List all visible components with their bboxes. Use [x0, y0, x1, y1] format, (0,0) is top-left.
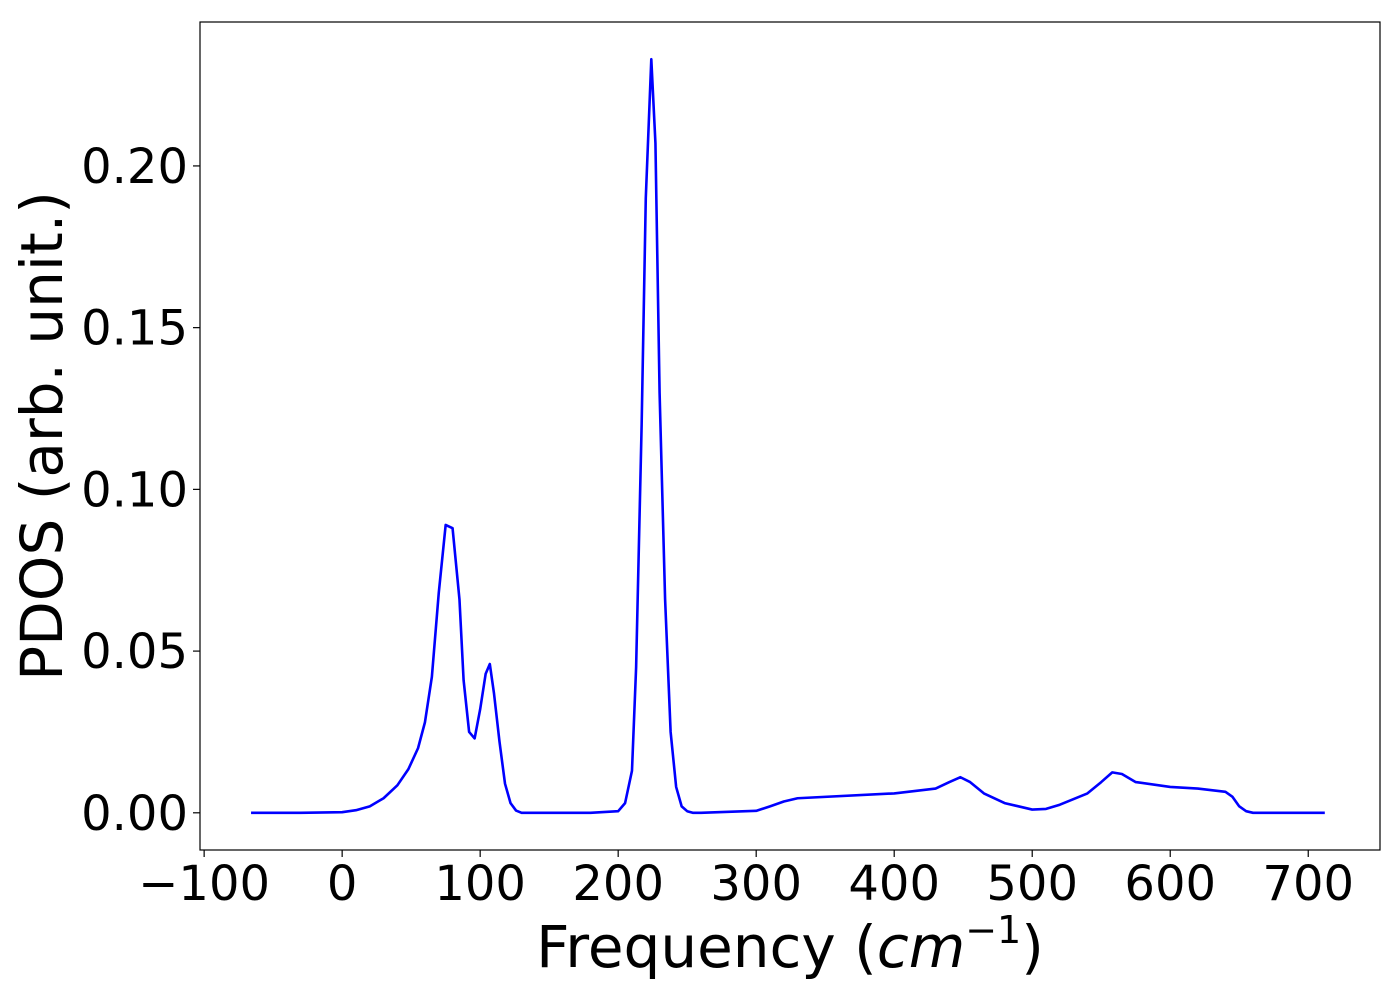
x-tick-label: −100 [138, 856, 270, 912]
y-axis-ticks: 0.00 0.05 0.10 0.15 0.20 [81, 139, 200, 842]
y-tick-label: 0.10 [81, 462, 188, 518]
plot-layer [251, 57, 1325, 815]
x-axis-label-unit-exponent: −1 [965, 908, 1021, 952]
y-tick-label: 0.00 [81, 786, 188, 842]
x-tick-label: 100 [434, 856, 526, 912]
y-tick-label: 0.05 [81, 624, 188, 680]
x-tick-label: 0 [327, 856, 358, 912]
plot-frame [199, 21, 1381, 851]
y-axis-label: PDOS (arb. unit.) [8, 191, 76, 681]
x-tick-label: 500 [986, 856, 1078, 912]
pdos-series-line [251, 57, 1325, 815]
x-tick-label: 200 [572, 856, 664, 912]
x-tick-label: 400 [848, 856, 940, 912]
x-axis-label-main: Frequency ( [536, 913, 877, 981]
y-tick-label: 0.20 [81, 139, 188, 195]
x-axis-label-unit: cm [877, 913, 965, 981]
x-tick-label: 700 [1262, 856, 1354, 912]
x-tick-label: 300 [710, 856, 802, 912]
x-tick-label: 600 [1124, 856, 1216, 912]
y-tick-label: 0.15 [81, 301, 188, 357]
x-axis-label: Frequency (cm−1) [536, 908, 1044, 981]
x-axis-ticks: −100 0 100 200 300 400 500 600 700 [138, 850, 1354, 912]
x-axis-label-close: ) [1021, 913, 1044, 981]
